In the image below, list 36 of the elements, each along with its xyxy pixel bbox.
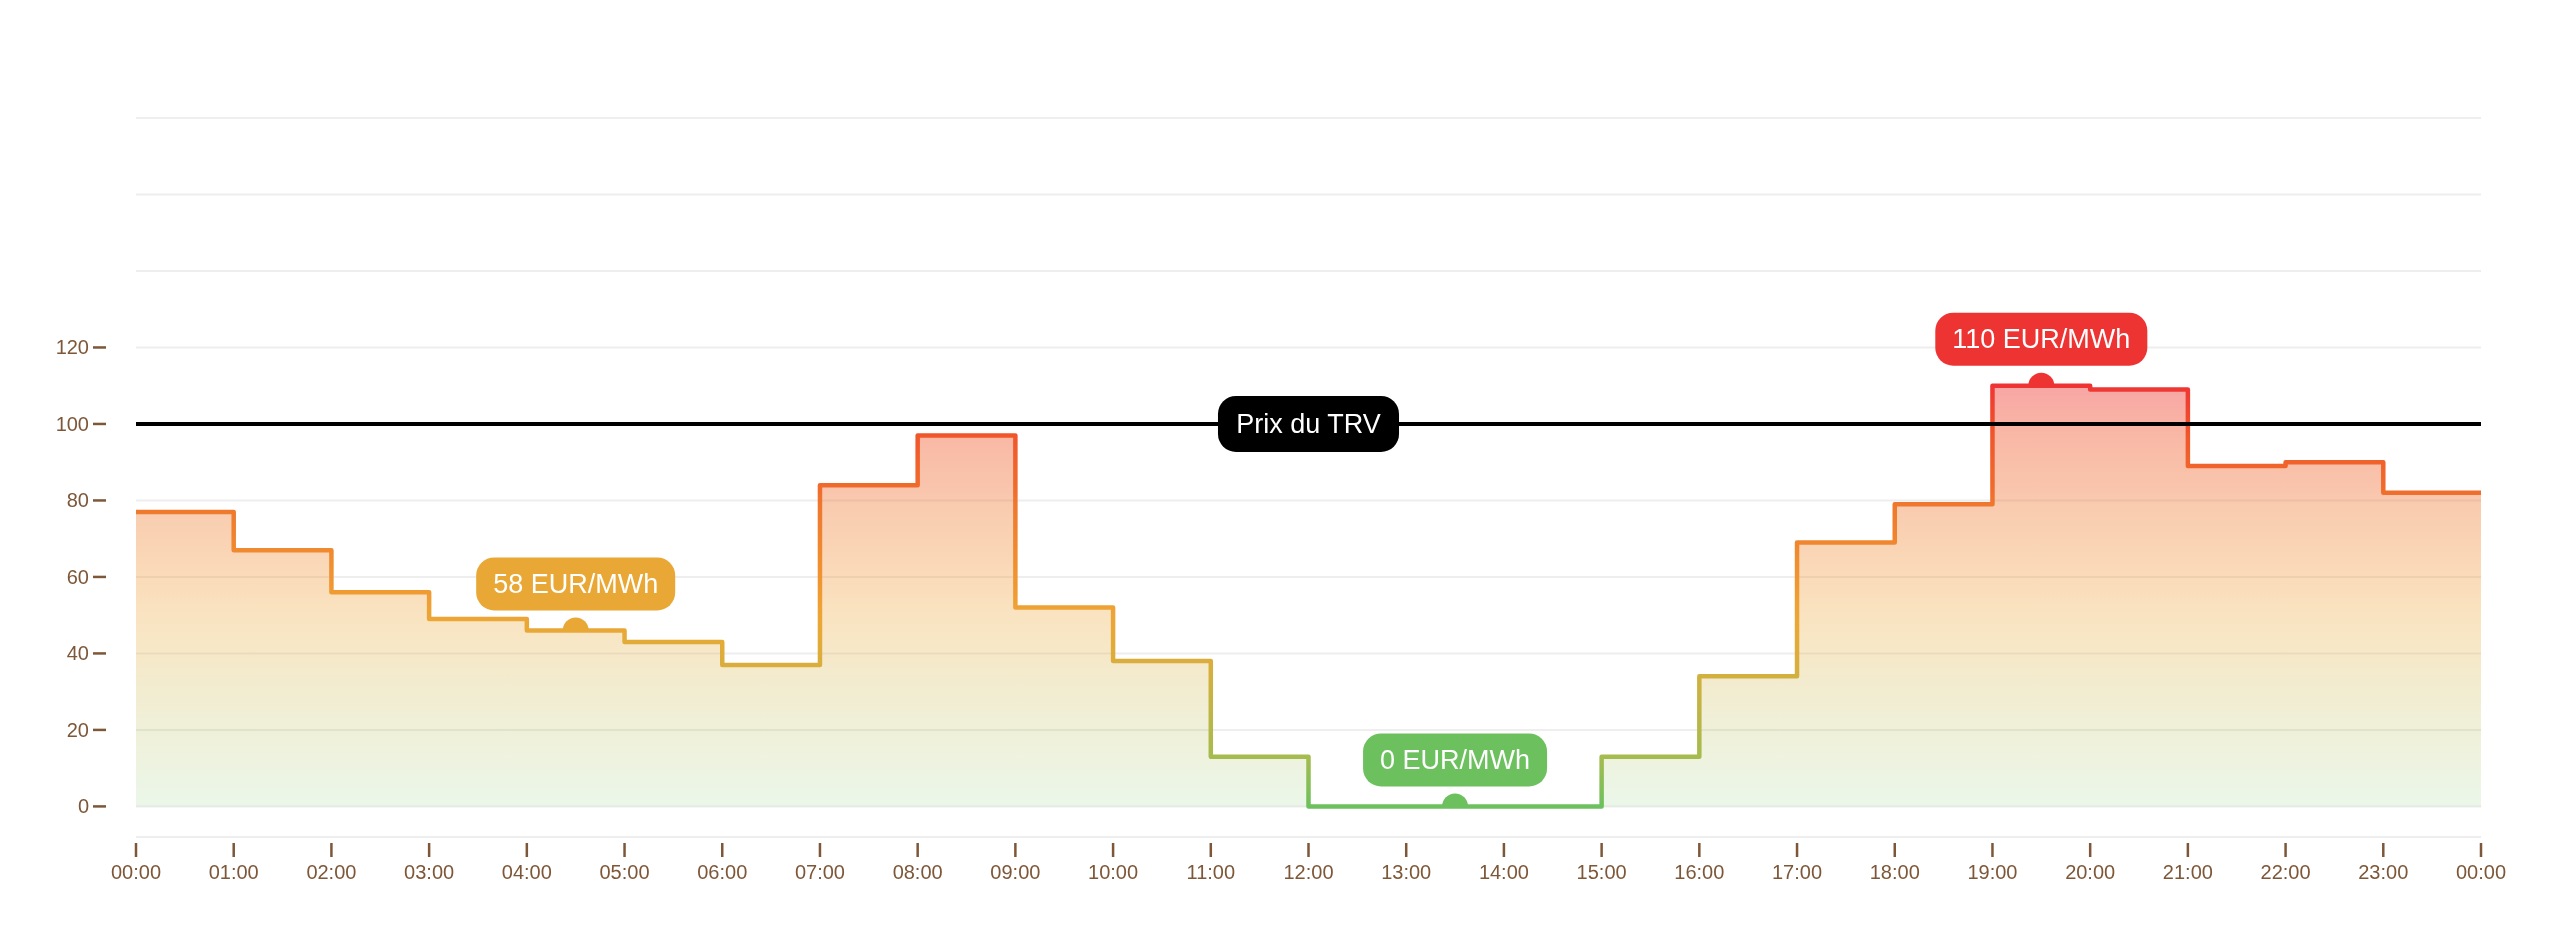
x-tick-label: 07:00	[794, 861, 845, 883]
annotation: 0 EUR/MWh	[1380, 744, 1531, 775]
x-tick-label: 23:00	[2358, 861, 2409, 883]
x-tick-label: 19:00	[1967, 861, 2018, 883]
x-tick-label: 14:00	[1478, 861, 1529, 883]
x-tick-label: 04:00	[501, 861, 552, 883]
y-tick-label: 120	[55, 336, 89, 359]
x-tick-label: 05:00	[599, 861, 650, 883]
x-tick-label: 02:00	[306, 861, 357, 883]
y-tick-label: 20	[66, 718, 89, 741]
y-tick-label: 40	[66, 642, 89, 665]
ref-line-label: Prix du TRV	[1236, 408, 1381, 439]
x-tick-label: 17:00	[1772, 861, 1823, 883]
x-tick-label: 11:00	[1186, 861, 1236, 883]
y-tick-label: 60	[66, 565, 89, 588]
x-tick-label: 18:00	[1869, 861, 1920, 883]
x-tick-label: 12:00	[1283, 861, 1334, 883]
x-tick-label: 06:00	[697, 861, 748, 883]
annotation: 58 EUR/MWh	[493, 568, 659, 599]
x-tick-label: 10:00	[1088, 861, 1139, 883]
x-tick-label: 21:00	[2162, 861, 2213, 883]
annotation: 110 EUR/MWh	[1952, 324, 2131, 355]
x-tick-label: 00:00	[2455, 861, 2507, 883]
x-tick-label: 09:00	[990, 861, 1041, 883]
x-tick-label: 08:00	[892, 861, 943, 883]
x-tick-label: 22:00	[2260, 861, 2311, 883]
x-tick-label: 13:00	[1381, 861, 1432, 883]
x-tick-label: 15:00	[1576, 861, 1627, 883]
x-tick-label: 20:00	[2065, 861, 2116, 883]
x-tick-label: 01:00	[208, 861, 259, 883]
x-tick-label: 03:00	[404, 861, 455, 883]
y-tick-label: 0	[77, 795, 89, 818]
x-tick-label: 16:00	[1674, 861, 1725, 883]
y-tick-label: 100	[55, 412, 89, 435]
y-tick-label: 80	[66, 489, 89, 512]
x-tick-label: 00:00	[110, 861, 162, 883]
